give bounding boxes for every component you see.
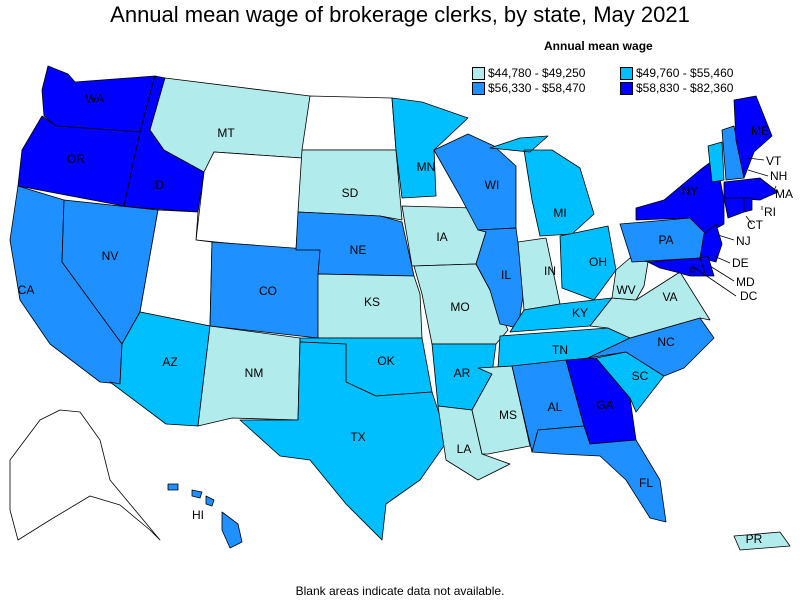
legend-swatch-3 [472,81,485,95]
state-label-wv: WV [616,283,635,297]
state-label-hi: HI [192,508,204,522]
state-label-pa: PA [658,233,673,247]
state-label-dc: DC [740,289,758,303]
legend-item-2: $49,760 - $55,460 [620,66,733,80]
state-label-va: VA [662,290,677,304]
state-label-ar: AR [454,366,471,380]
legend-title: Annual mean wage [544,39,653,53]
state-label-pr: PR [746,532,763,546]
state-nj [699,223,723,263]
legend-item-1: $44,780 - $49,250 [472,66,585,80]
state-label-nm: NM [245,366,264,380]
state-label-ne: NE [350,243,367,257]
state-label-il: IL [501,268,511,282]
state-label-mn: MN [417,160,436,174]
state-nd [301,95,397,151]
state-mn [391,97,469,199]
state-label-ri: RI [764,205,776,219]
state-label-nc: NC [657,335,675,349]
legend-item-4: $58,830 - $82,360 [620,81,733,95]
state-label-md: MD [736,275,755,289]
state-label-mi: MI [553,206,566,220]
legend-swatch-2 [620,66,633,80]
state-tx [239,341,449,541]
legend-label-1: $44,780 - $49,250 [488,66,586,80]
state-hi [167,483,243,549]
state-vt [707,141,725,183]
state-me [733,95,773,179]
state-mi [489,135,595,237]
state-fl [531,425,667,523]
state-label-ks: KS [364,295,380,309]
state-label-in: IN [544,264,556,278]
state-label-oh: OH [589,255,607,269]
state-ri [743,197,753,213]
state-label-nv: NV [102,249,119,263]
state-ct [723,197,745,219]
state-oh [559,225,617,301]
legend-label-4: $58,830 - $82,360 [636,81,734,95]
state-label-mt: MT [217,126,235,140]
state-label-co: CO [259,284,277,298]
state-label-tn: TN [552,343,568,357]
state-label-me: ME [751,124,769,138]
legend-label-3: $56,330 - $58,470 [488,81,586,95]
state-label-sd: SD [342,186,359,200]
legend-swatch-1 [472,66,485,80]
legend-item-3: $56,330 - $58,470 [472,81,585,95]
state-dc [689,267,695,273]
legend-swatch-4 [620,81,633,95]
state-label-mo: MO [450,300,469,314]
state-ma [723,177,779,201]
state-nm [197,325,301,427]
state-label-ny: NY [682,184,699,198]
map-title: Annual mean wage of brokerage clerks, by… [110,2,690,27]
state-label-vt: VT [766,154,782,168]
state-label-de: DE [732,256,749,270]
state-label-ct: CT [747,218,764,232]
state-label-ga: GA [596,398,613,412]
state-label-tx: TX [350,430,365,444]
state-ny [635,157,725,235]
state-label-la: LA [457,442,472,456]
state-az [109,311,211,427]
state-label-or: OR [67,152,85,166]
legend-label-2: $49,760 - $55,460 [636,66,734,80]
state-label-nj: NJ [736,234,751,248]
state-label-wa: WA [86,92,105,106]
state-pr [733,531,791,551]
state-wi [433,133,517,231]
state-sd [297,149,403,221]
state-label-wi: WI [485,178,500,192]
state-label-fl: FL [639,476,653,490]
state-label-ma: MA [775,187,793,201]
state-label-al: AL [548,400,563,414]
state-label-ky: KY [572,306,588,320]
state-label-sc: SC [632,369,649,383]
state-label-id: ID [152,178,164,192]
state-label-az: AZ [162,355,177,369]
state-label-ia: IA [436,230,447,244]
footnote: Blank areas indicate data not available. [295,584,505,598]
state-wy [195,151,303,251]
state-label-ca: CA [18,283,35,297]
state-label-nh: NH [770,169,787,183]
state-ak [9,409,161,541]
state-ks [317,273,423,339]
state-label-ms: MS [499,408,517,422]
state-label-ok: OK [377,354,394,368]
